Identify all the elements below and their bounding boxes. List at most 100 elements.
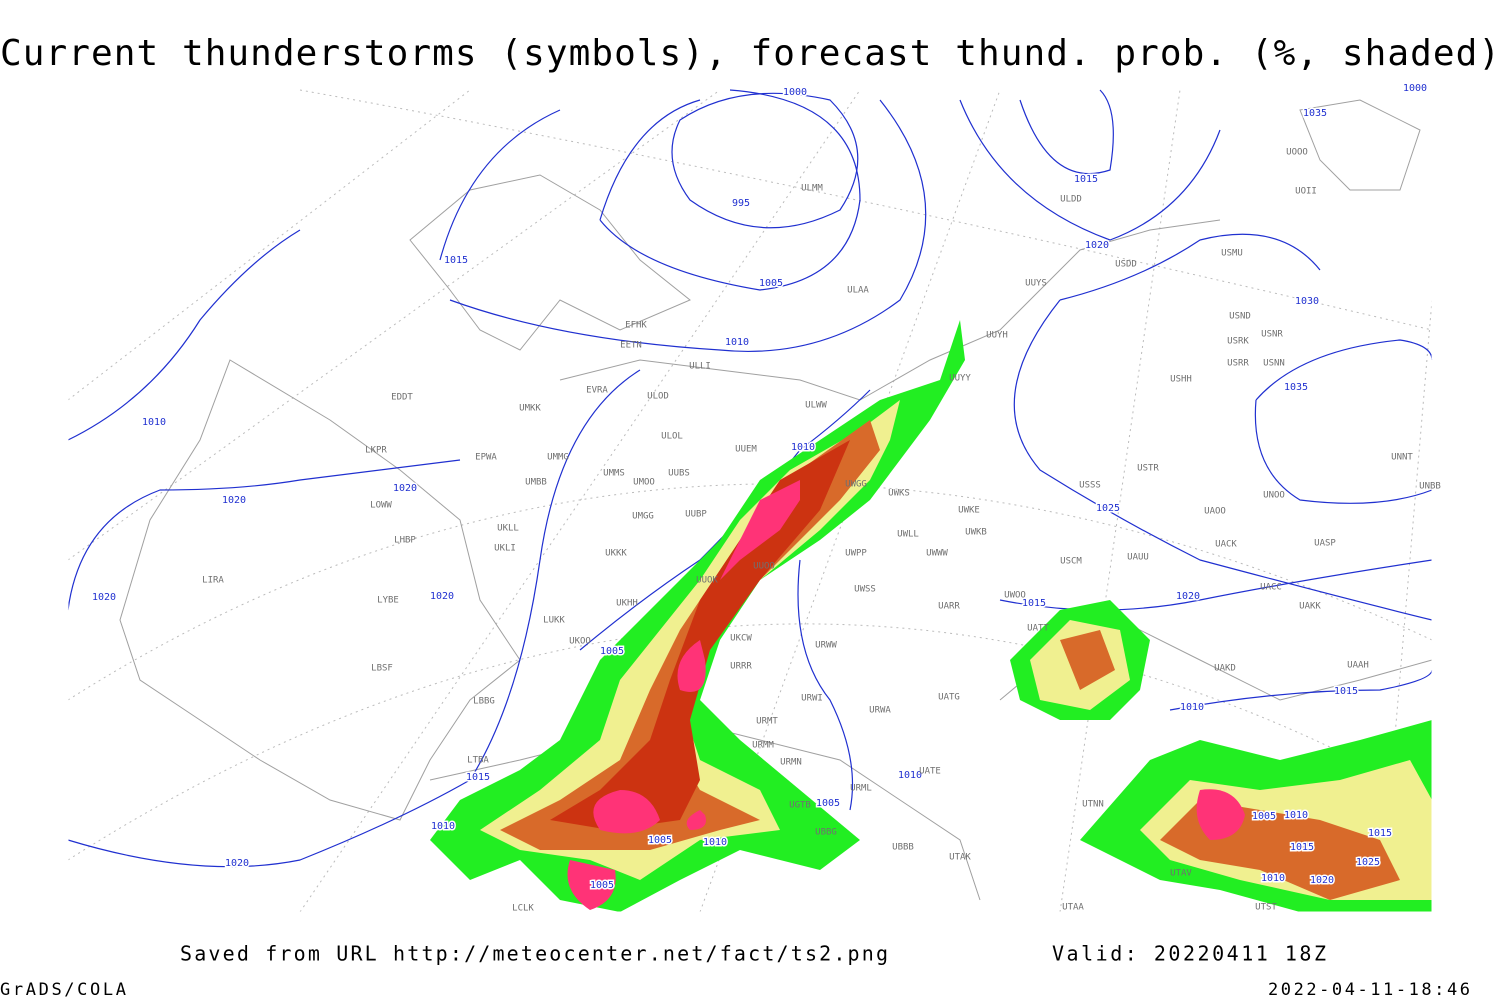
valid-time: Valid: 20220411 18Z [1052, 942, 1326, 966]
station-code: UTST [1255, 903, 1277, 913]
station-code: UWLL [897, 530, 919, 540]
station-code: UAKD [1214, 664, 1236, 674]
station-code: URMM [752, 741, 774, 751]
station-code: URRR [730, 662, 752, 672]
isobar-label: 1020 [225, 858, 249, 869]
station-code: UACK [1215, 540, 1237, 550]
station-code: UWGG [845, 480, 867, 490]
station-code: UMKK [519, 404, 541, 414]
station-code: UUBS [668, 469, 690, 479]
station-code: UOOO [1286, 148, 1308, 158]
station-code: UAOO [1204, 507, 1226, 517]
station-code: ULWW [805, 401, 827, 411]
isobars [67, 89, 1433, 879]
isobar-label: 1020 [393, 483, 417, 494]
station-code: LBSF [371, 664, 393, 674]
station-code: UGTB [789, 801, 811, 811]
isobar-label: 1015 [1334, 686, 1358, 697]
station-code: LBBG [473, 697, 495, 707]
station-code: UKOO [569, 637, 591, 647]
station-code: UAUU [1127, 553, 1149, 563]
isobar-label: 1010 [898, 770, 922, 781]
station-code: UWKE [958, 506, 980, 516]
station-code: UMMS [603, 469, 625, 479]
station-code: USHH [1170, 375, 1192, 385]
isobar-label: 1015 [466, 772, 490, 783]
isobar-label: 1010 [703, 837, 727, 848]
station-code: UKLI [494, 544, 516, 554]
station-code: USNR [1261, 330, 1283, 340]
station-code: UWKB [965, 528, 987, 538]
station-code: ULOL [661, 432, 683, 442]
station-code: UTNN [1082, 800, 1104, 810]
station-code: UMMG [547, 453, 569, 463]
isobar-label: 1000 [783, 87, 807, 98]
isobar-label: 1015 [1022, 598, 1046, 609]
isobar-label: 1010 [791, 442, 815, 453]
isobar-label: 1010 [142, 417, 166, 428]
isobar-label: 1010 [431, 821, 455, 832]
station-code: EDDT [391, 393, 413, 403]
station-code: UUOK [696, 576, 718, 586]
isobar-label: 1020 [430, 591, 454, 602]
station-code: UUYY [949, 374, 971, 384]
isobar-label: 1035 [1284, 382, 1308, 393]
station-code: UUYS [1025, 279, 1047, 289]
isobar-label: 995 [732, 198, 750, 209]
station-code: USRR [1227, 359, 1249, 369]
map [67, 87, 1433, 913]
station-code: ULOD [647, 392, 669, 402]
station-code: UAKK [1299, 602, 1321, 612]
station-code: UMOO [633, 478, 655, 488]
isobar-label: 1005 [600, 646, 624, 657]
station-code: UMBB [525, 478, 547, 488]
isobar-label: 1020 [1085, 240, 1109, 251]
station-code: UNNT [1391, 453, 1413, 463]
isobar-label: 1005 [759, 278, 783, 289]
station-code: UWSS [854, 585, 876, 595]
station-code: UBBG [815, 828, 837, 838]
station-code: USCM [1060, 557, 1082, 567]
station-code: LHBP [394, 536, 416, 546]
isobar-label: 1015 [444, 255, 468, 266]
isobar-label: 1005 [648, 835, 672, 846]
station-code: UUYH [986, 331, 1008, 341]
station-code: UUEM [735, 445, 757, 455]
station-code: UACC [1260, 583, 1282, 593]
isobar-label: 1005 [816, 798, 840, 809]
isobar-label: 1010 [725, 337, 749, 348]
station-code: UWKS [888, 489, 910, 499]
station-code: UNBB [1419, 482, 1441, 492]
station-code: UBBB [892, 843, 914, 853]
isobar-label: 1010 [1180, 702, 1204, 713]
station-code: UATG [938, 693, 960, 703]
station-code: URMN [780, 758, 802, 768]
station-code: URWW [815, 641, 837, 651]
station-code: LOWW [370, 501, 392, 511]
station-code: UAAH [1347, 661, 1369, 671]
station-code: UOII [1295, 187, 1317, 197]
station-code: UATE [919, 767, 941, 777]
station-code: USTR [1137, 464, 1159, 474]
station-code: UWPP [845, 549, 867, 559]
isobar-label: 1020 [1176, 591, 1200, 602]
station-code: LCLK [512, 904, 534, 914]
isobar-label: 1010 [1261, 873, 1285, 884]
station-code: UWWW [926, 549, 948, 559]
station-code: UKCW [730, 634, 752, 644]
station-code: URWA [869, 706, 891, 716]
station-code: ULMM [801, 184, 823, 194]
station-code: UTAV [1170, 869, 1192, 879]
station-code: URWI [801, 694, 823, 704]
station-code: UTAA [1062, 903, 1084, 913]
station-code: LIRA [202, 576, 224, 586]
station-code: EETN [620, 341, 642, 351]
isobar-label: 1015 [1074, 174, 1098, 185]
station-code: URMT [756, 717, 778, 727]
station-code: UATT [1027, 624, 1049, 634]
station-code: UTAK [949, 853, 971, 863]
station-code: UWOO [1004, 591, 1026, 601]
station-code: USMU [1221, 249, 1243, 259]
station-code: UUOO [753, 562, 775, 572]
station-code: USND [1229, 312, 1251, 322]
